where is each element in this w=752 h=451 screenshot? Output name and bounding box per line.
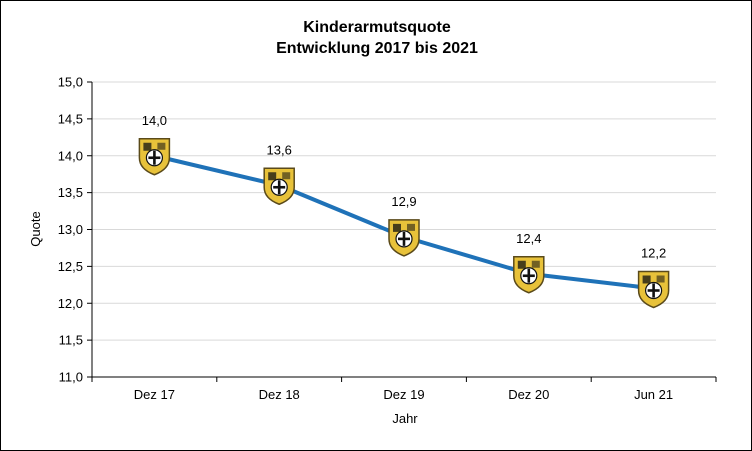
series-markers: [138, 138, 670, 309]
data-label: 13,6: [267, 142, 292, 157]
x-tick-label: Dez 19: [383, 387, 424, 402]
x-tick-label: Jun 21: [634, 387, 673, 402]
gridlines: [92, 81, 716, 341]
y-tick-label: 12,0: [58, 296, 83, 311]
data-labels: 14,0 13,6 12,9 12,4 12,2: [142, 113, 667, 261]
coat-of-arms-icon: [388, 219, 420, 257]
coat-of-arms-icon: [513, 256, 545, 294]
x-axis: Dez 17 Dez 18 Dez 19 Dez 20 Jun 21: [91, 82, 717, 402]
data-label: 14,0: [142, 113, 167, 128]
y-axis-ticks: 11,0 11,5 12,0 12,5 13,0 13,5 14,0 14,5 15,0: [58, 75, 92, 385]
y-tick-label: 11,5: [59, 333, 83, 348]
x-tick-label: Dez 18: [259, 387, 300, 402]
chart-title: Kinderarmutsquote: [303, 19, 451, 36]
y-tick-label: 12,5: [58, 259, 83, 274]
y-tick-label: 14,5: [58, 111, 83, 126]
y-tick-label: 13,0: [58, 222, 83, 237]
y-axis-label: Quote: [28, 211, 43, 246]
coat-of-arms-icon: [637, 270, 670, 309]
data-label: 12,4: [516, 231, 541, 246]
x-tick-label: Dez 17: [134, 387, 175, 402]
y-tick-label: 14,0: [58, 148, 83, 163]
coat-of-arms-icon: [263, 167, 295, 206]
data-label: 12,2: [641, 246, 666, 261]
x-axis-label: Jahr: [392, 411, 418, 426]
x-tick-label: Dez 20: [508, 387, 549, 402]
coat-of-arms-icon: [138, 138, 171, 176]
chart-subtitle: Entwicklung 2017 bis 2021: [276, 40, 478, 57]
data-label: 12,9: [391, 194, 416, 209]
y-tick-label: 15,0: [58, 75, 83, 90]
y-tick-label: 13,5: [58, 185, 83, 200]
y-tick-label: 11,0: [59, 370, 83, 385]
